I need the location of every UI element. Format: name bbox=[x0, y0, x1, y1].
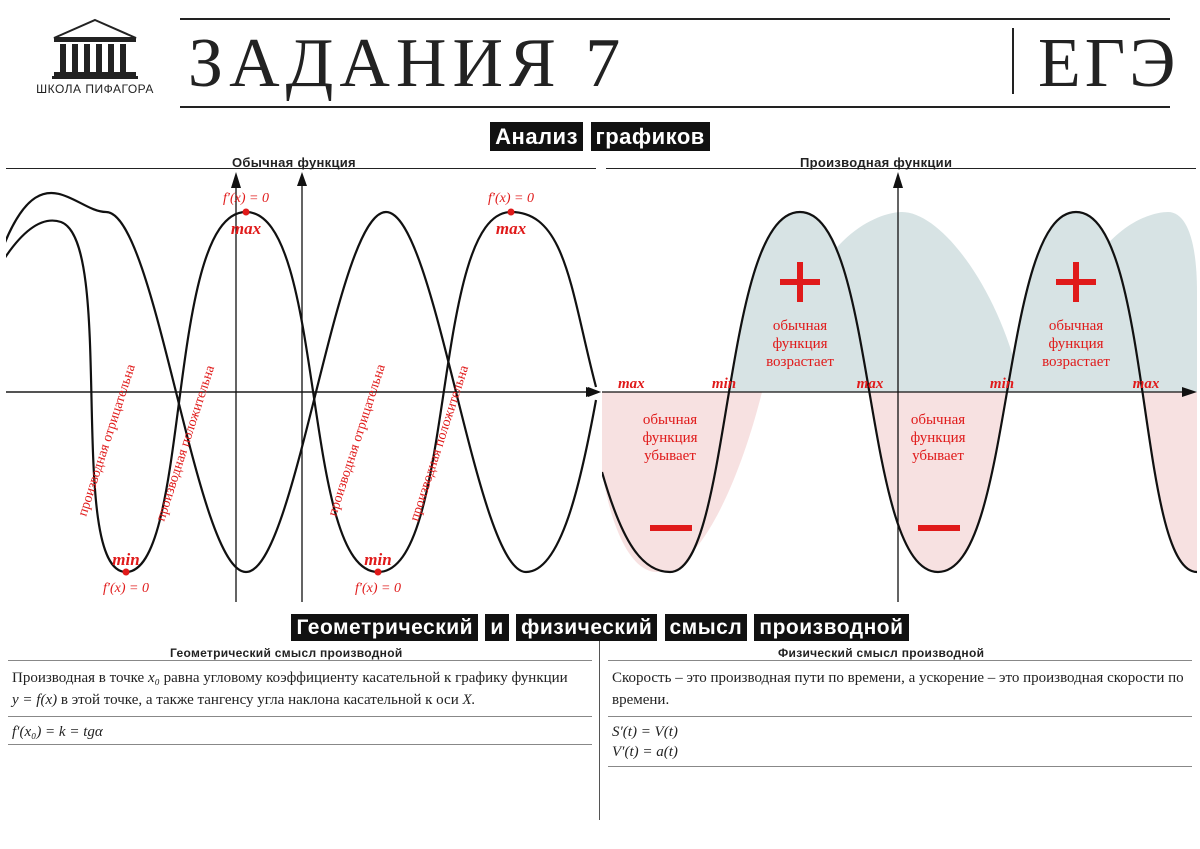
header-sub: ЕГЭ bbox=[1038, 24, 1179, 104]
svg-text:min: min bbox=[112, 550, 139, 569]
svg-text:производная отрицательна: производная отрицательна bbox=[326, 362, 390, 518]
header-rule-bottom bbox=[180, 106, 1170, 108]
svg-text:min: min bbox=[990, 376, 1014, 392]
phys-formula1: S′(t) = V(t) bbox=[612, 722, 678, 744]
header-rule-top bbox=[180, 18, 1170, 20]
geom-body: Производная в точке x₀ равна угловому ко… bbox=[12, 668, 590, 712]
svg-text:обычная: обычная bbox=[643, 412, 697, 428]
phys-rule3 bbox=[608, 766, 1192, 767]
svg-text:производная положительна: производная положительна bbox=[154, 363, 219, 523]
column-divider bbox=[599, 620, 600, 820]
svg-text:производная отрицательна: производная отрицательна bbox=[76, 362, 140, 518]
svg-text:f′(x) = 0: f′(x) = 0 bbox=[488, 191, 534, 206]
svg-text:обычная: обычная bbox=[773, 318, 827, 334]
svg-text:f′(x) = 0: f′(x) = 0 bbox=[355, 581, 401, 596]
logo: ШКОЛА ПИФАГОРА bbox=[28, 18, 162, 96]
geom-title: Геометрический смысл производной bbox=[170, 646, 403, 660]
svg-text:функция: функция bbox=[642, 430, 697, 446]
svg-text:обычная: обычная bbox=[1049, 318, 1103, 334]
header-divider bbox=[1012, 28, 1014, 94]
geom-rule2 bbox=[8, 716, 592, 717]
svg-text:f′(x) = 0: f′(x) = 0 bbox=[223, 191, 269, 206]
chart-function: max max f′(x) = 0 f′(x) = 0 min min f′(x… bbox=[6, 172, 601, 602]
svg-text:min: min bbox=[364, 550, 391, 569]
svg-text:max: max bbox=[1133, 376, 1160, 392]
geom-rule3 bbox=[8, 744, 592, 745]
phys-rule1 bbox=[608, 660, 1192, 661]
header-title: ЗАДАНИЯ 7 bbox=[188, 24, 626, 104]
section2-title: Геометрический и физический смысл произв… bbox=[0, 614, 1200, 641]
section1-title: Анализ графиков bbox=[0, 122, 1200, 151]
svg-text:производная положительна: производная положительна bbox=[408, 363, 473, 523]
phys-body: Скорость – это производная пути по време… bbox=[612, 668, 1190, 712]
svg-text:функция: функция bbox=[1048, 336, 1103, 352]
phys-title: Физический смысл производной bbox=[778, 646, 984, 660]
svg-text:убывает: убывает bbox=[644, 448, 696, 464]
geom-rule1 bbox=[8, 660, 592, 661]
svg-text:функция: функция bbox=[772, 336, 827, 352]
geom-formula: f′(x₀) = k = tgα bbox=[12, 722, 103, 744]
chart-right-rule bbox=[606, 168, 1196, 169]
svg-text:max: max bbox=[857, 376, 884, 392]
header: ШКОЛА ПИФАГОРА ЗАДАНИЯ 7 ЕГЭ bbox=[28, 18, 1172, 114]
svg-text:f′(x) = 0: f′(x) = 0 bbox=[103, 581, 149, 596]
phys-formula2: V′(t) = a(t) bbox=[612, 742, 678, 764]
svg-text:убывает: убывает bbox=[912, 448, 964, 464]
svg-text:max: max bbox=[496, 219, 527, 238]
svg-text:возрастает: возрастает bbox=[766, 354, 834, 370]
svg-text:min: min bbox=[712, 376, 736, 392]
svg-text:возрастает: возрастает bbox=[1042, 354, 1110, 370]
svg-text:max: max bbox=[618, 376, 645, 392]
logo-text: ШКОЛА ПИФАГОРА bbox=[28, 82, 162, 96]
svg-text:функция: функция bbox=[910, 430, 965, 446]
chart-left-rule bbox=[6, 168, 596, 169]
svg-text:max: max bbox=[231, 219, 262, 238]
svg-text:обычная: обычная bbox=[911, 412, 965, 428]
temple-icon bbox=[50, 18, 140, 80]
chart-derivative: max min max min max обычная функция возр… bbox=[602, 172, 1197, 602]
phys-rule2 bbox=[608, 716, 1192, 717]
